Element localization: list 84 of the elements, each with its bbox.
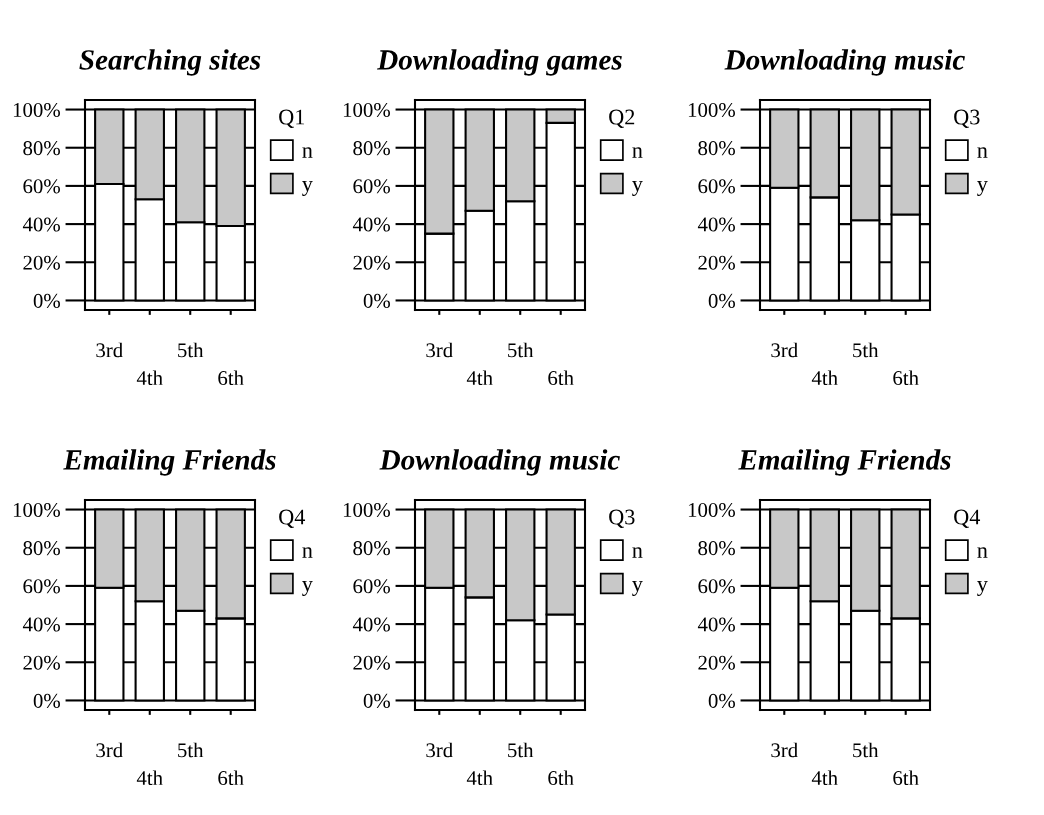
y-tick-label: 60% (353, 579, 390, 594)
y-tick-label: 0% (363, 293, 390, 308)
y-tick-label: 100% (13, 502, 60, 518)
y-tick-label: 60% (23, 579, 60, 594)
y-tick-label: 0% (33, 693, 60, 708)
y-tick-label: 40% (22, 217, 60, 232)
y-tick-label: 80% (698, 541, 735, 556)
y-tick-label: 100% (688, 102, 735, 118)
x-tick-label: 3rd (771, 342, 798, 358)
chart-title: Emailing Friends (738, 449, 951, 476)
x-tick-label: 5th (853, 742, 879, 758)
legend-title: Q3 (954, 109, 980, 128)
y-tick-label: 80% (353, 541, 390, 556)
x-tick-label: 6th (893, 370, 919, 386)
y-tick-label: 40% (22, 617, 60, 632)
y-tick-label: 80% (23, 141, 60, 156)
chart-title: Downloading music (379, 449, 620, 476)
x-tick-label: 3rd (426, 742, 453, 758)
y-tick-label: 100% (688, 502, 735, 518)
x-tick-label: 5th (178, 742, 204, 758)
chart-title: Downloading music (724, 49, 965, 76)
y-tick-label: 20% (353, 655, 390, 670)
y-tick-label: 20% (698, 255, 735, 270)
y-tick-label: 0% (33, 293, 60, 308)
y-tick-label: 20% (23, 655, 60, 670)
legend-label: y (632, 180, 643, 196)
x-tick-label: 4th (811, 370, 838, 386)
y-tick-label: 0% (363, 693, 390, 708)
legend-label: y (977, 580, 988, 596)
y-tick-label: 60% (23, 179, 60, 194)
x-tick-label: 6th (893, 770, 919, 786)
y-tick-label: 0% (708, 693, 735, 708)
y-tick-label: 20% (353, 255, 390, 270)
y-tick-label: 40% (352, 217, 390, 232)
legend-title: Q4 (279, 509, 306, 528)
y-tick-label: 80% (353, 141, 390, 156)
x-tick-label: 5th (508, 742, 534, 758)
chart-title: Downloading games (377, 49, 622, 76)
legend-label: y (302, 180, 313, 196)
x-tick-label: 6th (548, 370, 574, 386)
y-tick-label: 100% (343, 102, 390, 118)
y-tick-label: 100% (343, 502, 390, 518)
x-tick-label: 4th (136, 370, 163, 386)
y-tick-label: 60% (698, 179, 735, 194)
y-tick-label: 40% (697, 617, 735, 632)
x-tick-label: 6th (548, 770, 574, 786)
x-tick-label: 4th (466, 370, 493, 386)
y-tick-label: 80% (23, 541, 60, 556)
chart-title: Emailing Friends (63, 449, 276, 476)
legend-label: n (302, 547, 313, 558)
y-tick-label: 20% (698, 655, 735, 670)
y-tick-label: 60% (353, 179, 390, 194)
y-tick-label: 60% (698, 579, 735, 594)
x-tick-label: 5th (178, 342, 204, 358)
legend-label: n (302, 147, 313, 158)
y-tick-label: 80% (698, 141, 735, 156)
legend-title: Q2 (609, 109, 635, 128)
y-tick-label: 20% (23, 255, 60, 270)
x-tick-label: 5th (853, 342, 879, 358)
legend-title: Q3 (609, 509, 635, 528)
x-tick-label: 4th (466, 770, 493, 786)
x-tick-label: 6th (218, 370, 244, 386)
legend-label: n (977, 147, 988, 158)
x-tick-label: 3rd (771, 742, 798, 758)
x-tick-label: 5th (508, 342, 534, 358)
legend-label: n (977, 547, 988, 558)
y-tick-label: 40% (697, 217, 735, 232)
legend-label: n (632, 147, 643, 158)
y-tick-label: 40% (352, 617, 390, 632)
y-tick-label: 0% (708, 293, 735, 308)
chart-title: Searching sites (79, 49, 261, 76)
x-tick-label: 6th (218, 770, 244, 786)
x-tick-label: 3rd (426, 342, 453, 358)
x-tick-label: 3rd (96, 342, 123, 358)
legend-label: y (302, 580, 313, 596)
legend-title: Q1 (279, 109, 305, 128)
legend-label: y (632, 580, 643, 596)
x-tick-label: 4th (136, 770, 163, 786)
legend-title: Q4 (954, 509, 981, 528)
legend-label: n (632, 547, 643, 558)
legend-label: y (977, 180, 988, 196)
y-tick-label: 100% (13, 102, 60, 118)
x-tick-label: 4th (811, 770, 838, 786)
x-tick-label: 3rd (96, 742, 123, 758)
